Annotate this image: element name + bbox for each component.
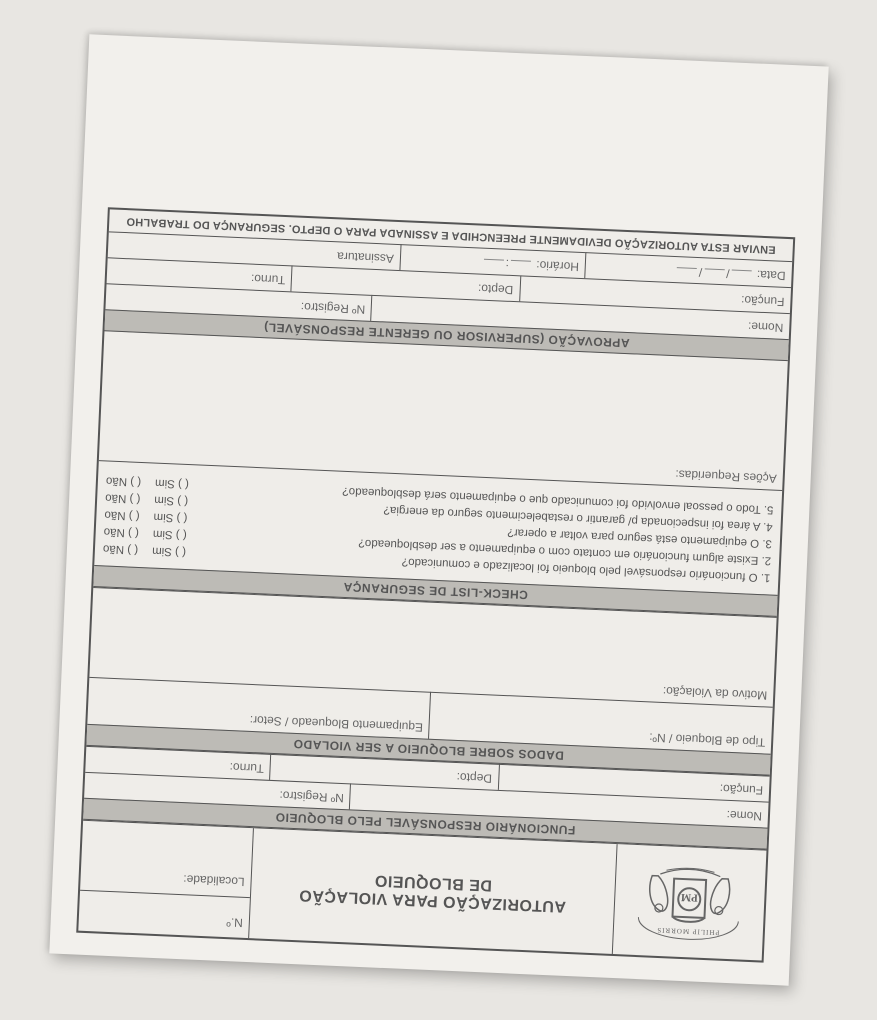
meta-localidade: Localidade:: [80, 850, 252, 897]
svg-text:PHILIP MORRIS: PHILIP MORRIS: [656, 926, 719, 937]
philip-morris-logo-icon: PHILIP MORRIS PM: [627, 855, 751, 950]
svg-text:PM: PM: [680, 891, 698, 904]
meta-numero: N.º: [78, 890, 250, 938]
title-box: AUTORIZAÇÃO PARA VIOLAÇÃO DE BLOQUEIO: [248, 828, 616, 954]
meta-box: N.º Localidade:: [78, 821, 253, 938]
paper-sheet: PHILIP MORRIS PM AUTORIZAÇÃ: [49, 34, 828, 985]
form-container: PHILIP MORRIS PM AUTORIZAÇÃ: [76, 207, 795, 962]
logo-box: PHILIP MORRIS PM: [611, 844, 766, 960]
